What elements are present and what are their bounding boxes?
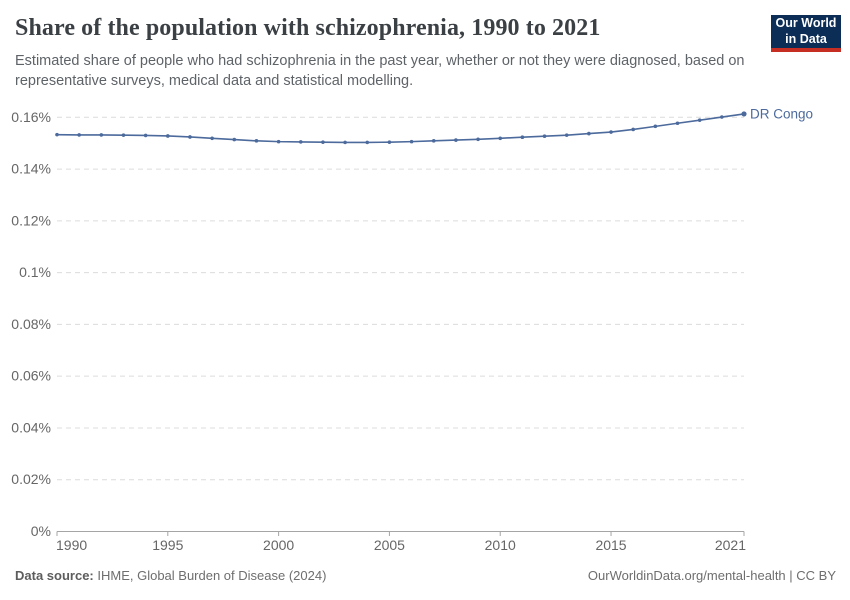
owid-logo[interactable]: Our World in Data [771,15,841,52]
credit-link[interactable]: OurWorldinData.org/mental-health | CC BY [587,568,836,583]
data-point[interactable] [254,139,259,143]
data-point[interactable] [675,121,680,126]
data-point[interactable] [55,132,59,137]
x-axis-tick-label: 1990 [56,537,87,553]
data-point[interactable] [409,139,414,144]
data-point[interactable] [697,118,702,122]
data-point[interactable] [210,136,214,141]
data-point[interactable] [476,137,480,142]
data-point[interactable] [99,133,104,137]
y-axis-tick-label: 0.16% [11,109,51,125]
series-end-label[interactable]: DR Congo [750,106,813,121]
chart-header: Share of the population with schizophren… [15,14,760,91]
data-point[interactable] [454,138,458,142]
data-point[interactable] [232,137,237,142]
x-axis-tick-label: 2005 [374,537,405,553]
data-point[interactable] [321,140,325,144]
x-axis-tick-label: 2021 [715,537,746,553]
data-source-note: Data source: IHME, Global Burden of Dise… [15,568,326,583]
y-axis-tick-label: 0.02% [11,471,51,487]
data-point[interactable] [188,135,192,139]
y-axis-tick-label: 0% [31,523,51,539]
data-point[interactable] [498,136,503,141]
data-point[interactable] [143,133,148,138]
y-axis-tick-label: 0.06% [11,368,51,384]
y-axis-tick-label: 0.14% [11,161,51,177]
data-point[interactable] [431,139,436,143]
data-point[interactable] [343,140,347,145]
data-point[interactable] [365,140,370,145]
data-point[interactable] [520,135,525,140]
data-point[interactable] [276,139,281,144]
data-point[interactable] [653,124,658,129]
y-axis-tick-label: 0.08% [11,316,51,332]
x-axis-tick-label: 1995 [152,537,183,553]
page-title: Share of the population with schizophren… [15,15,601,41]
chart-footer: Data source: IHME, Global Burden of Dise… [15,568,836,583]
data-point[interactable] [720,115,724,119]
data-line[interactable] [56,113,745,144]
data-point[interactable] [587,131,591,136]
data-source-label: Data source: [15,568,94,583]
x-axis-tick-label: 2000 [263,537,294,553]
owid-logo-text: Our World in Data [775,16,837,46]
chart-subtitle: Estimated share of people who had schizo… [15,52,745,89]
data-point[interactable] [121,133,126,137]
y-axis-tick-label: 0.04% [11,419,51,435]
data-point[interactable] [77,133,81,137]
data-source-text: IHME, Global Burden of Disease (2024) [93,568,327,583]
data-point[interactable] [387,140,392,144]
data-point[interactable] [631,127,635,132]
y-axis-tick-label: 0.12% [11,212,51,228]
x-axis-tick-label: 2015 [595,537,626,553]
data-point[interactable] [542,134,547,138]
data-point[interactable] [564,133,569,137]
data-point[interactable] [741,111,747,117]
data-point[interactable] [298,140,303,144]
data-point[interactable] [166,134,170,138]
data-point[interactable] [609,130,613,134]
y-axis-tick-label: 0.1% [19,264,51,280]
x-axis-tick-label: 2010 [485,537,516,553]
